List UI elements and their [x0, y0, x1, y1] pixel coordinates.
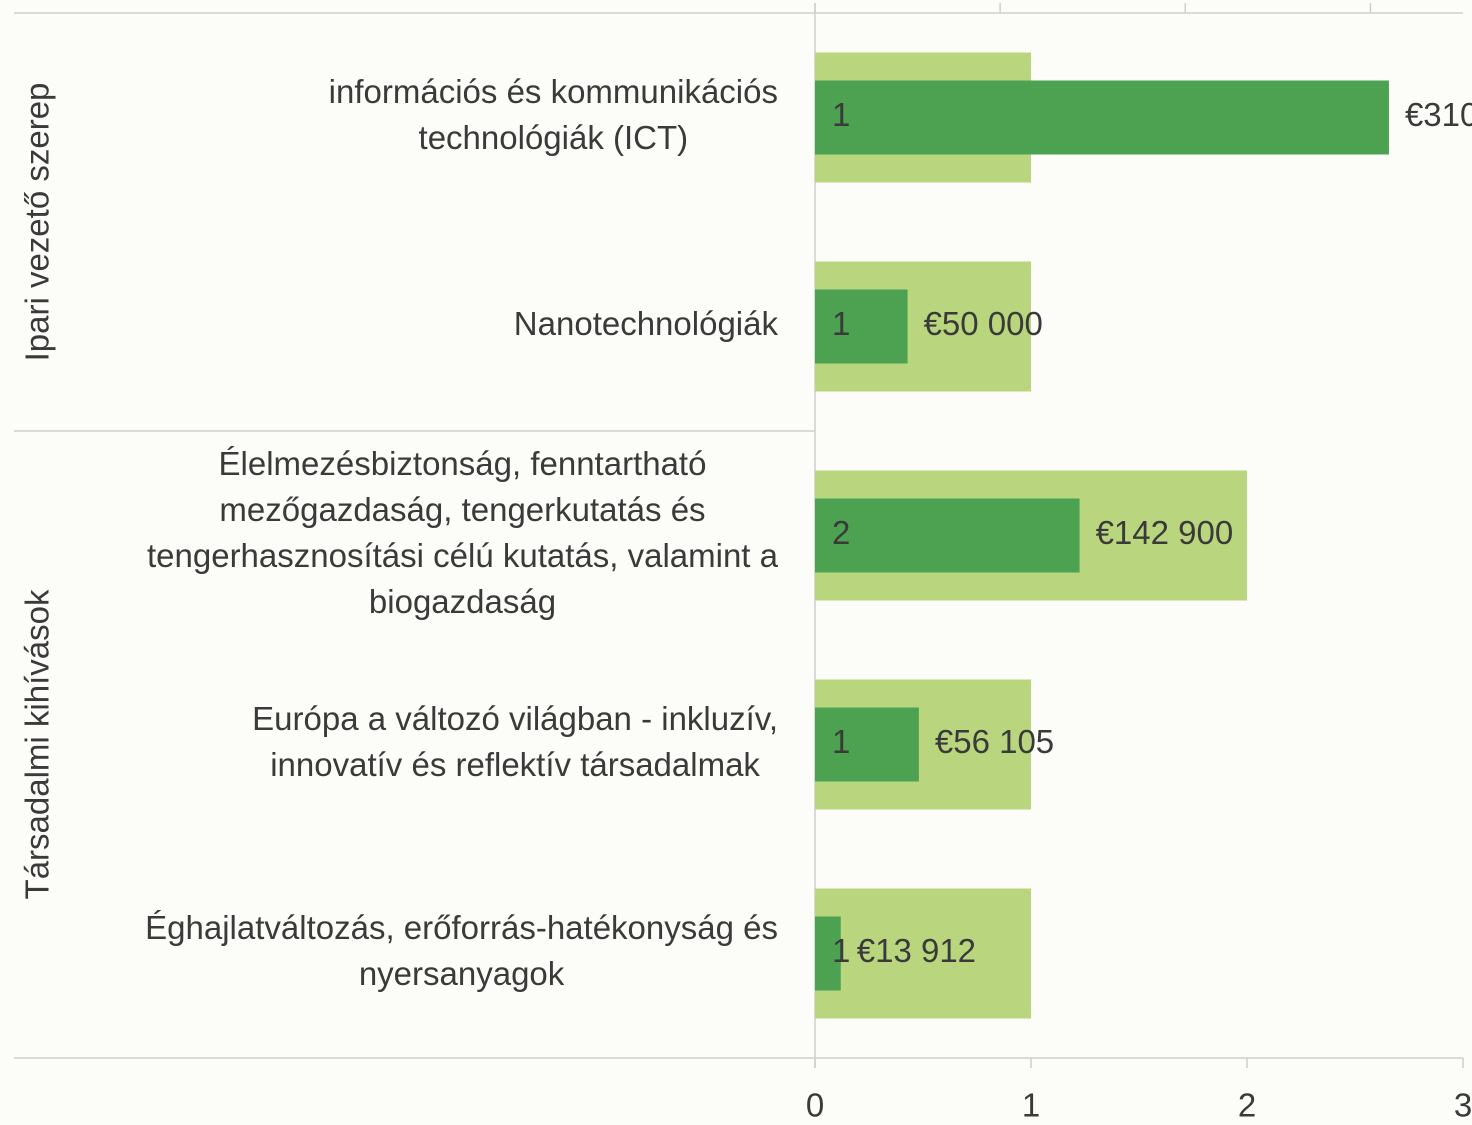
- funding-label: €50 000: [924, 305, 1043, 342]
- count-label: 1: [832, 96, 850, 133]
- count-bar: [815, 888, 1031, 1019]
- count-label: 1: [832, 932, 850, 969]
- category-label: Nanotechnológiák: [514, 305, 779, 342]
- category-label-line: Nanotechnológiák: [514, 305, 779, 342]
- category-label: Európa a változó világban - inkluzív, inn…: [252, 700, 778, 783]
- group-label: Társadalmi kihívások: [19, 589, 56, 899]
- funding-bar: [815, 289, 908, 364]
- category-label-line: biogazdaság: [369, 583, 556, 620]
- x-tick-label: 0: [806, 1087, 824, 1124]
- x-tick-label: 1: [1022, 1087, 1040, 1124]
- category-label: információs és kommunikációs technológiák…: [329, 73, 778, 156]
- count-label: 2: [832, 514, 850, 551]
- category-label-line: nyersanyagok: [359, 955, 565, 992]
- category-label-line: információs és kommunikációs: [329, 73, 778, 110]
- funding-label: €310 000: [1405, 96, 1472, 133]
- funding-bar: [815, 916, 841, 991]
- category-label-line: mezőgazdaság, tengerkutatás és: [219, 491, 705, 528]
- funding-bar: [815, 707, 919, 782]
- funding-label: €56 105: [935, 723, 1054, 760]
- funding-label: €13 912: [857, 932, 976, 969]
- funding-bar: [815, 498, 1080, 573]
- category-label-line: Élelmezésbiztonság, fenntartható: [219, 445, 707, 482]
- category-label-line: technológiák (ICT): [419, 119, 689, 156]
- funding-label: €142 900: [1096, 514, 1234, 551]
- category-label-line: Éghajlatváltozás, erőforrás-hatékonyság …: [145, 909, 778, 946]
- count-label: 1: [832, 305, 850, 342]
- x-tick-label: 3: [1454, 1087, 1472, 1124]
- category-label-line: tengerhasznosítási célú kutatás, valamin…: [147, 537, 779, 574]
- funding-bar: [815, 80, 1389, 155]
- category-label-line: Európa a változó világban - inkluzív,: [252, 700, 778, 737]
- category-label: Éghajlatváltozás, erőforrás-hatékonyság …: [145, 909, 778, 992]
- category-label: Élelmezésbiztonság, fenntartható mezőgazd…: [147, 445, 779, 620]
- category-label-line: innovatív és reflektív társadalmak: [270, 746, 760, 783]
- group-label: Ipari vezető szerep: [19, 83, 56, 362]
- x-tick-label: 2: [1238, 1087, 1256, 1124]
- count-label: 1: [832, 723, 850, 760]
